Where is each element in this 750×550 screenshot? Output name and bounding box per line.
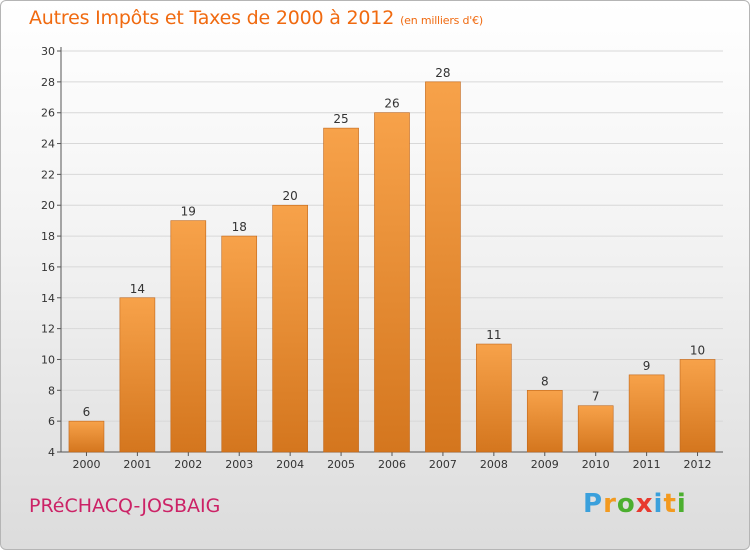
y-tick-label: 8	[48, 384, 55, 397]
bar	[374, 112, 410, 453]
bar-value-label: 20	[283, 189, 298, 203]
chart-unit: (en milliers d'€)	[400, 14, 483, 27]
bar-value-label: 14	[130, 282, 145, 296]
bar-value-label: 6	[83, 405, 91, 419]
bar	[170, 220, 207, 453]
bar	[628, 374, 665, 453]
y-tick-label: 4	[48, 446, 55, 459]
bar-value-label: 19	[181, 205, 196, 219]
logo-letter: r	[603, 489, 617, 519]
bar	[526, 390, 563, 453]
y-tick-label: 12	[41, 323, 55, 336]
y-tick-label: 24	[41, 138, 55, 151]
x-tick-label: 2004	[276, 458, 304, 471]
x-tick-label: 2008	[480, 458, 508, 471]
bar	[577, 405, 614, 453]
y-tick-label: 16	[41, 261, 55, 274]
logo-letter: P	[583, 489, 604, 519]
logo-letter: i	[653, 489, 664, 519]
y-tick-label: 14	[41, 292, 55, 305]
x-tick-label: 2003	[225, 458, 253, 471]
labels: 6 14 19 18 20 25 26 28 11 8 7 9 10	[83, 66, 706, 419]
bar	[68, 420, 105, 453]
bar-value-label: 26	[384, 97, 399, 111]
y-tick-label: 20	[41, 199, 55, 212]
bar-value-label: 18	[232, 220, 247, 234]
x-tick-label: 2005	[327, 458, 355, 471]
y-tick-label: 28	[41, 76, 55, 89]
bar-value-label: 10	[690, 343, 705, 357]
location-name: PRéCHACQ-JOSBAIG	[29, 495, 221, 517]
x-tick-label: 2007	[429, 458, 457, 471]
bar-value-label: 9	[643, 359, 651, 373]
bar	[476, 343, 512, 453]
x-tick-label: 2011	[633, 458, 661, 471]
x-tick-label: 2001	[123, 458, 151, 471]
bars	[68, 81, 716, 453]
y-tick-label: 26	[41, 107, 55, 120]
bar-value-label: 8	[541, 374, 549, 388]
chart-title: Autres Impôts et Taxes de 2000 à 2012 (en…	[29, 7, 483, 29]
x-tick-label: 2006	[378, 458, 406, 471]
y-tick-label: 6	[48, 415, 55, 428]
y-tick-label: 18	[41, 230, 55, 243]
bar	[221, 235, 258, 453]
bar-value-label: 28	[435, 66, 450, 80]
logo-letter: o	[616, 489, 636, 519]
x-tick-label: 2012	[684, 458, 712, 471]
bar	[119, 297, 156, 453]
bar	[425, 81, 461, 453]
bar-value-label: 25	[333, 112, 348, 126]
x-tick-label: 2009	[531, 458, 559, 471]
y-tick-label: 22	[41, 168, 55, 181]
y-tick-label: 30	[41, 45, 55, 58]
y-tick-label: 10	[41, 353, 55, 366]
logo-letter: x	[635, 489, 654, 519]
x-tick-label: 2002	[174, 458, 202, 471]
x-tick-label: 2010	[582, 458, 610, 471]
logo-letter: i	[676, 489, 687, 519]
bar	[272, 204, 308, 453]
chart-title-text: Autres Impôts et Taxes de 2000 à 2012	[29, 7, 395, 29]
x-tick-label: 2000	[72, 458, 100, 471]
logo-letter: t	[663, 489, 677, 519]
proxiti-logo[interactable]: Proxiti	[583, 489, 687, 519]
bar-value-label: 11	[486, 328, 501, 342]
bar-value-label: 7	[592, 390, 600, 404]
bar	[323, 127, 359, 453]
bar	[679, 359, 716, 453]
